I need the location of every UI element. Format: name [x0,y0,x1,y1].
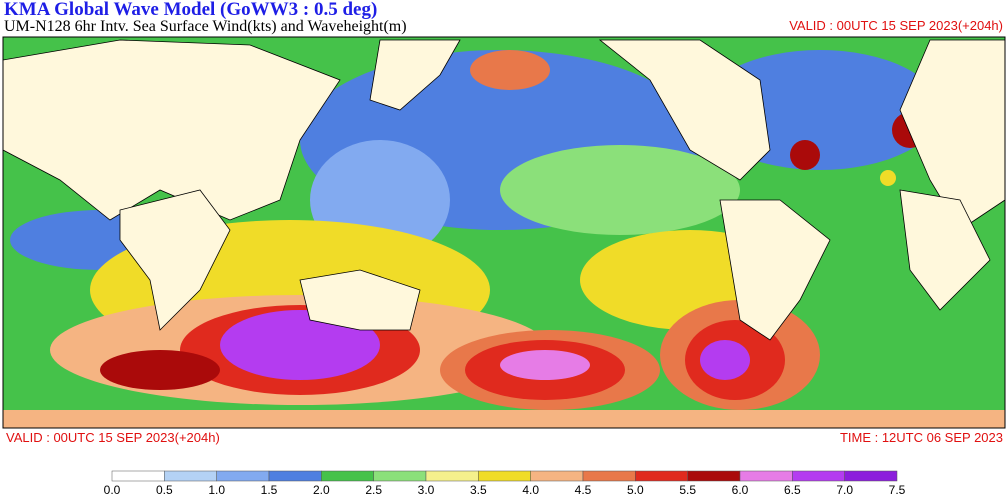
colorbar-label: 5.0 [627,483,644,496]
colorbar-box [164,470,217,482]
colorbar-label: 6.5 [784,483,801,496]
colorbar-box [635,470,688,482]
colorbar-box [478,470,531,482]
colorbar: 0.0 0.5 1.0 1.5 2.0 2.5 3.0 3.5 4.0 4.5 5.0 5.5 6.0 6… [104,470,906,496]
colorbar-label: 2.0 [313,483,330,496]
colorbar-box [111,470,165,482]
colorbar-label: 4.5 [575,483,592,496]
colorbar-box [739,470,793,482]
colorbar-box [268,470,322,482]
colorbar-box [425,470,479,482]
colorbar-label: 0.0 [104,483,121,496]
colorbar-box [216,470,270,482]
colorbar-box [582,470,636,482]
map [2,36,1006,429]
colorbar-box [687,470,741,482]
valid-top: VALID : 00UTC 15 SEP 2023(+204h) [789,18,1003,33]
colorbar-label: 6.0 [732,483,749,496]
colorbar-label: 1.5 [261,483,278,496]
valid-bottom: VALID : 00UTC 15 SEP 2023(+204h) [6,430,220,445]
colorbar-label: 1.0 [208,483,225,496]
colorbar-box [792,470,845,482]
colorbar-label: 2.5 [365,483,382,496]
colorbar-label: 4.0 [522,483,539,496]
colorbar-label: 7.0 [836,483,853,496]
colorbar-label: 3.0 [418,483,435,496]
subtitle: UM-N128 6hr Intv. Sea Surface Wind(kts) … [4,18,407,35]
colorbar-box [844,470,898,482]
colorbar-box [530,470,584,482]
title: KMA Global Wave Model (GoWW3 : 0.5 deg) [4,0,377,20]
colorbar-label: 7.5 [889,483,906,496]
colorbar-label: 0.5 [156,483,173,496]
colorbar-box [321,470,374,482]
colorbar-box [373,470,427,482]
colorbar-label: 3.5 [470,483,487,496]
colorbar-label: 5.5 [679,483,696,496]
time: TIME : 12UTC 06 SEP 2023 [840,430,1003,445]
